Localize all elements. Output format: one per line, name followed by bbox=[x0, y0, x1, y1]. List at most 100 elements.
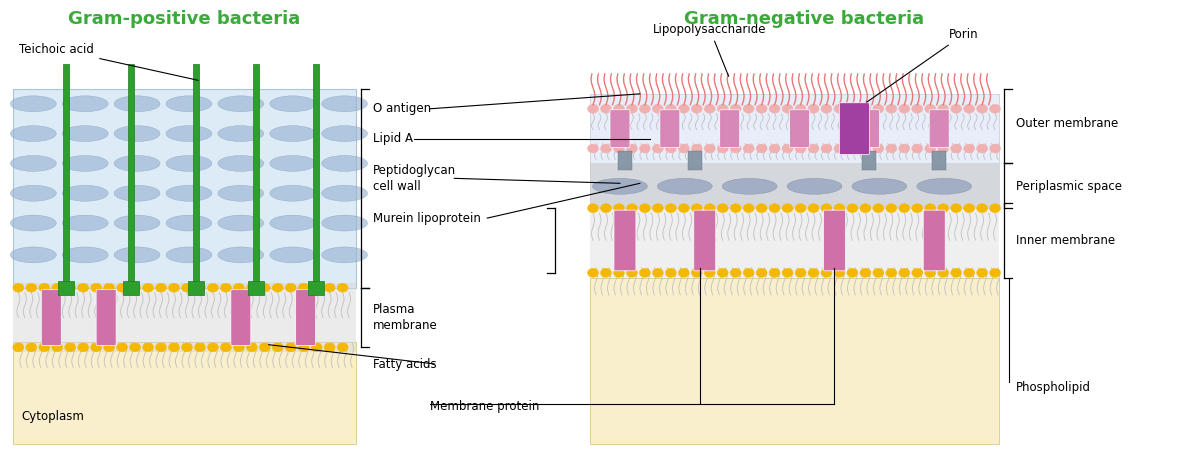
Ellipse shape bbox=[62, 156, 108, 171]
Ellipse shape bbox=[990, 268, 1001, 277]
Ellipse shape bbox=[796, 268, 806, 277]
Ellipse shape bbox=[114, 156, 160, 171]
Ellipse shape bbox=[808, 144, 818, 153]
Ellipse shape bbox=[704, 268, 715, 277]
Ellipse shape bbox=[950, 144, 961, 153]
Ellipse shape bbox=[665, 144, 677, 153]
Ellipse shape bbox=[613, 104, 624, 113]
Ellipse shape bbox=[208, 343, 218, 352]
Ellipse shape bbox=[782, 268, 793, 277]
Ellipse shape bbox=[917, 178, 972, 194]
Ellipse shape bbox=[156, 283, 167, 292]
Ellipse shape bbox=[756, 104, 767, 113]
Text: Peptidoglycan
cell wall: Peptidoglycan cell wall bbox=[372, 164, 456, 193]
Ellipse shape bbox=[166, 215, 212, 231]
Ellipse shape bbox=[704, 144, 715, 153]
Ellipse shape bbox=[166, 126, 212, 141]
Ellipse shape bbox=[691, 268, 702, 277]
Ellipse shape bbox=[114, 96, 160, 112]
Bar bbox=[307, 281, 324, 295]
Ellipse shape bbox=[13, 343, 24, 352]
Bar bbox=[313, 64, 319, 293]
Ellipse shape bbox=[286, 343, 296, 352]
Ellipse shape bbox=[834, 268, 845, 277]
Bar bbox=[124, 281, 139, 295]
Ellipse shape bbox=[912, 268, 923, 277]
Ellipse shape bbox=[322, 185, 367, 201]
Ellipse shape bbox=[103, 343, 115, 352]
Ellipse shape bbox=[52, 343, 62, 352]
Ellipse shape bbox=[38, 283, 49, 292]
Bar bbox=[128, 64, 134, 293]
Text: Inner membrane: Inner membrane bbox=[1016, 235, 1115, 247]
Ellipse shape bbox=[13, 283, 24, 292]
Ellipse shape bbox=[782, 104, 793, 113]
Ellipse shape bbox=[322, 156, 367, 171]
Ellipse shape bbox=[270, 96, 316, 112]
Bar bbox=[590, 278, 1000, 444]
Ellipse shape bbox=[990, 204, 1001, 213]
Ellipse shape bbox=[718, 204, 728, 213]
Ellipse shape bbox=[613, 144, 624, 153]
Ellipse shape bbox=[322, 96, 367, 112]
Ellipse shape bbox=[808, 268, 818, 277]
Ellipse shape bbox=[166, 247, 212, 263]
Ellipse shape bbox=[653, 144, 664, 153]
Ellipse shape bbox=[322, 126, 367, 141]
Ellipse shape bbox=[270, 185, 316, 201]
Ellipse shape bbox=[166, 96, 212, 112]
Ellipse shape bbox=[337, 343, 348, 352]
Bar bbox=[253, 64, 259, 293]
Bar bbox=[248, 281, 264, 295]
Ellipse shape bbox=[270, 126, 316, 141]
Ellipse shape bbox=[114, 126, 160, 141]
Bar bbox=[688, 150, 702, 170]
FancyBboxPatch shape bbox=[720, 110, 739, 148]
Text: Cytoplasm: Cytoplasm bbox=[22, 411, 84, 423]
Ellipse shape bbox=[834, 104, 845, 113]
Ellipse shape bbox=[218, 156, 264, 171]
Ellipse shape bbox=[181, 283, 192, 292]
Ellipse shape bbox=[872, 144, 884, 153]
Ellipse shape bbox=[872, 268, 884, 277]
Ellipse shape bbox=[937, 204, 949, 213]
Ellipse shape bbox=[834, 144, 845, 153]
Ellipse shape bbox=[78, 343, 89, 352]
Ellipse shape bbox=[322, 215, 367, 231]
Ellipse shape bbox=[964, 204, 974, 213]
Ellipse shape bbox=[990, 104, 1001, 113]
Ellipse shape bbox=[937, 144, 949, 153]
Ellipse shape bbox=[156, 343, 167, 352]
Ellipse shape bbox=[626, 204, 637, 213]
FancyBboxPatch shape bbox=[923, 210, 946, 271]
Ellipse shape bbox=[91, 343, 102, 352]
Ellipse shape bbox=[730, 204, 742, 213]
FancyBboxPatch shape bbox=[614, 210, 636, 271]
Ellipse shape bbox=[912, 204, 923, 213]
Ellipse shape bbox=[600, 144, 612, 153]
Ellipse shape bbox=[925, 268, 936, 277]
Ellipse shape bbox=[613, 204, 624, 213]
Ellipse shape bbox=[834, 204, 845, 213]
FancyBboxPatch shape bbox=[230, 289, 251, 345]
Ellipse shape bbox=[937, 104, 949, 113]
Ellipse shape bbox=[678, 144, 689, 153]
Ellipse shape bbox=[26, 343, 37, 352]
Ellipse shape bbox=[166, 156, 212, 171]
Ellipse shape bbox=[640, 104, 650, 113]
Text: Murein lipoprotein: Murein lipoprotein bbox=[372, 211, 480, 225]
Ellipse shape bbox=[246, 283, 257, 292]
Ellipse shape bbox=[324, 343, 335, 352]
FancyBboxPatch shape bbox=[929, 110, 949, 148]
Ellipse shape bbox=[299, 343, 310, 352]
Ellipse shape bbox=[337, 283, 348, 292]
Ellipse shape bbox=[658, 178, 713, 194]
Ellipse shape bbox=[38, 343, 49, 352]
Text: Outer membrane: Outer membrane bbox=[1016, 117, 1118, 130]
Ellipse shape bbox=[143, 283, 154, 292]
Ellipse shape bbox=[194, 283, 205, 292]
Ellipse shape bbox=[62, 215, 108, 231]
Ellipse shape bbox=[218, 247, 264, 263]
Ellipse shape bbox=[286, 283, 296, 292]
Ellipse shape bbox=[730, 104, 742, 113]
